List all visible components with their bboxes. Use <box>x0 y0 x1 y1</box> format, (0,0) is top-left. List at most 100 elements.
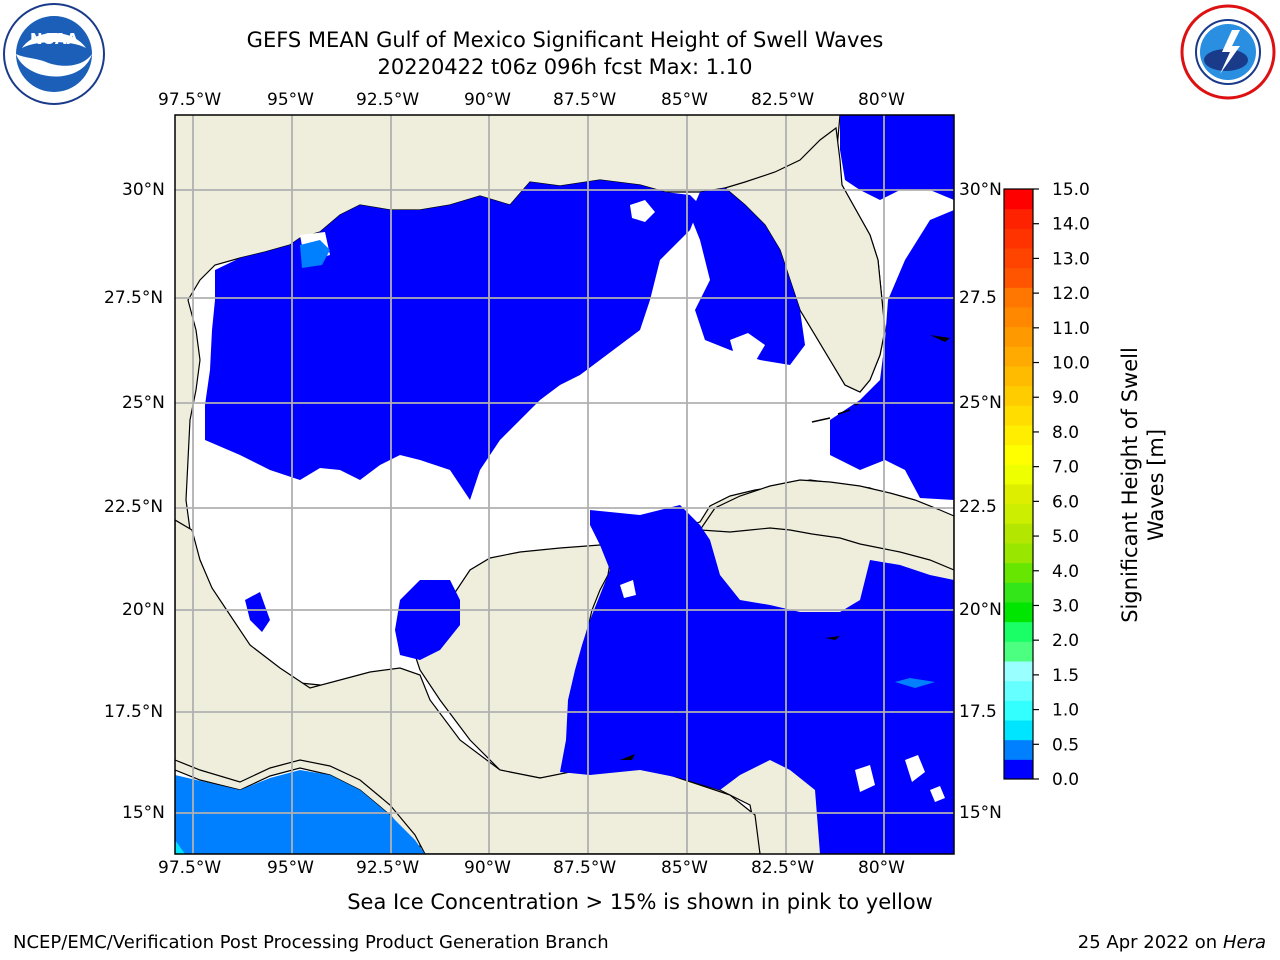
swell-region-west-gulf-small <box>245 592 270 632</box>
colorbar-segment <box>1004 326 1033 347</box>
swell-patch-caribbean <box>895 678 935 688</box>
swell-gap-6 <box>620 580 636 598</box>
swell-gap-2 <box>730 333 765 362</box>
lat-tick-right-20n: 20°N <box>959 600 1002 620</box>
colorbar-label: Significant Height of Swell Waves [m] <box>1117 347 1169 623</box>
lon-tick-bottom-80w: 80°W <box>858 858 905 878</box>
colorbar-segment <box>1004 562 1033 583</box>
swell-gap-1 <box>630 200 655 222</box>
colorbar-tick-label: 5.0 <box>1052 527 1079 547</box>
footer-host: Hera <box>1222 932 1266 953</box>
colorbar-segment <box>1004 720 1033 741</box>
cuba-island <box>698 479 954 571</box>
colorbar-segment <box>1004 425 1033 446</box>
lon-tick-bottom-82.5w: 82.5°W <box>751 858 815 878</box>
lon-tick-bottom-95w: 95°W <box>267 858 314 878</box>
colorbar-tick-label: 15.0 <box>1052 180 1090 200</box>
sea-ice-note: Sea Ice Concentration > 15% is shown in … <box>347 890 933 914</box>
lon-tick-top-92.5w: 92.5°W <box>356 90 420 110</box>
swell-gap-3 <box>855 765 875 792</box>
colorbar-tick-label: 10.0 <box>1052 354 1090 374</box>
swell-gap-5 <box>930 786 945 802</box>
lon-tick-bottom-92.5w: 92.5°W <box>356 858 420 878</box>
honduras-island <box>620 754 635 760</box>
lat-tick-right-30n: 30°N <box>959 180 1002 200</box>
cayman-island <box>825 636 840 640</box>
lon-tick-bottom-87.5w: 87.5°W <box>553 858 617 878</box>
swell-region-caribbean <box>560 505 954 854</box>
lat-tick-right-27.5n: 27.5 <box>959 288 997 308</box>
colorbar-segment <box>1004 661 1033 682</box>
bahama-island <box>930 335 950 342</box>
lon-tick-bottom-97.5w: 97.5°W <box>158 858 222 878</box>
colorbar-tick-label: 6.0 <box>1052 492 1079 512</box>
lon-tick-top-80w: 80°W <box>858 90 905 110</box>
colorbar <box>1003 188 1034 780</box>
swell-region-north-gulf <box>205 180 700 500</box>
map-frame <box>174 114 955 855</box>
lat-tick-left-17.5n: 17.5°N <box>104 702 164 722</box>
lat-tick-right-15n: 15°N <box>959 803 1002 823</box>
pacific-swell-region <box>175 770 425 854</box>
colorbar-segment <box>1004 700 1033 721</box>
colorbar-segment <box>1004 503 1033 524</box>
nws-logo <box>1180 4 1276 100</box>
swell-region-east-gulf <box>690 188 805 365</box>
noaa-logo: NOAA <box>3 3 105 105</box>
lon-tick-bottom-90w: 90°W <box>464 858 511 878</box>
lat-tick-left-27.5n: 27.5°N <box>104 288 164 308</box>
colorbar-segment <box>1004 267 1033 288</box>
lat-tick-right-22.5n: 22.5 <box>959 497 997 517</box>
colorbar-segment <box>1004 208 1033 229</box>
colorbar-segment <box>1004 759 1033 780</box>
colorbar-segment <box>1004 602 1033 623</box>
chart-subtitle-run: 20220422 t06z 096h fcst Max: 1.10 <box>377 55 753 79</box>
colorbar-tick-label: 12.0 <box>1052 284 1090 304</box>
lat-tick-left-15n: 15°N <box>122 803 165 823</box>
colorbar-tick-label: 2.0 <box>1052 631 1079 651</box>
lon-tick-top-82.5w: 82.5°W <box>751 90 815 110</box>
noaa-logo-text: NOAA <box>30 30 79 48</box>
colorbar-label-line2: Waves [m] <box>1144 428 1168 542</box>
colorbar-tick-label: 0.5 <box>1052 735 1079 755</box>
colorbar-segment <box>1004 366 1033 387</box>
colorbar-segment <box>1004 543 1033 564</box>
lon-tick-bottom-85w: 85°W <box>661 858 708 878</box>
lon-tick-top-90w: 90°W <box>464 90 511 110</box>
swell-gap-4 <box>905 755 925 782</box>
colorbar-segment <box>1004 248 1033 269</box>
colorbar-segment <box>1004 385 1033 406</box>
pacific-swell-peak <box>175 840 185 854</box>
lon-tick-top-97.5w: 97.5°W <box>158 90 222 110</box>
colorbar-tick-label: 13.0 <box>1052 249 1090 269</box>
colorbar-segment <box>1004 405 1033 426</box>
chart-title: GEFS MEAN Gulf of Mexico Significant Hei… <box>246 28 884 52</box>
colorbar-segment <box>1004 189 1033 210</box>
colorbar-frame <box>1003 188 1034 780</box>
map-gridlines <box>175 115 954 854</box>
colorbar-segment <box>1004 346 1033 367</box>
footer-credit: NCEP/EMC/Verification Post Processing Pr… <box>13 932 609 953</box>
colorbar-segment <box>1004 523 1033 544</box>
colorbar-tick-label: 9.0 <box>1052 388 1079 408</box>
colorbar-segment <box>1004 444 1033 465</box>
swell-region-bay-campeche <box>395 580 460 660</box>
colorbar-segment <box>1004 464 1033 485</box>
lat-tick-right-17.5n: 17.5 <box>959 702 997 722</box>
lat-tick-left-22.5n: 22.5°N <box>104 497 164 517</box>
colorbar-tick-label: 4.0 <box>1052 562 1079 582</box>
colorbar-segment <box>1004 680 1033 701</box>
colorbar-segment <box>1004 582 1033 603</box>
swell-patch-texas <box>300 240 330 268</box>
colorbar-tick-label: 14.0 <box>1052 215 1090 235</box>
lon-tick-top-85w: 85°W <box>661 90 708 110</box>
colorbar-tick-label: 1.5 <box>1052 666 1079 686</box>
colorbar-segment <box>1004 287 1033 308</box>
colorbar-ticks: 0.0 0.5 1.0 1.5 2.0 3.0 4.0 5.0 6.0 7.0 8.0 9.0 10.0… <box>1033 180 1090 790</box>
lat-tick-right-25n: 25°N <box>959 393 1002 413</box>
colorbar-segment <box>1004 307 1033 328</box>
footer-date-text: 25 Apr 2022 on <box>1077 932 1223 953</box>
colorbar-segment <box>1004 621 1033 642</box>
footer-date: 25 Apr 2022 on Hera <box>1078 932 1266 953</box>
